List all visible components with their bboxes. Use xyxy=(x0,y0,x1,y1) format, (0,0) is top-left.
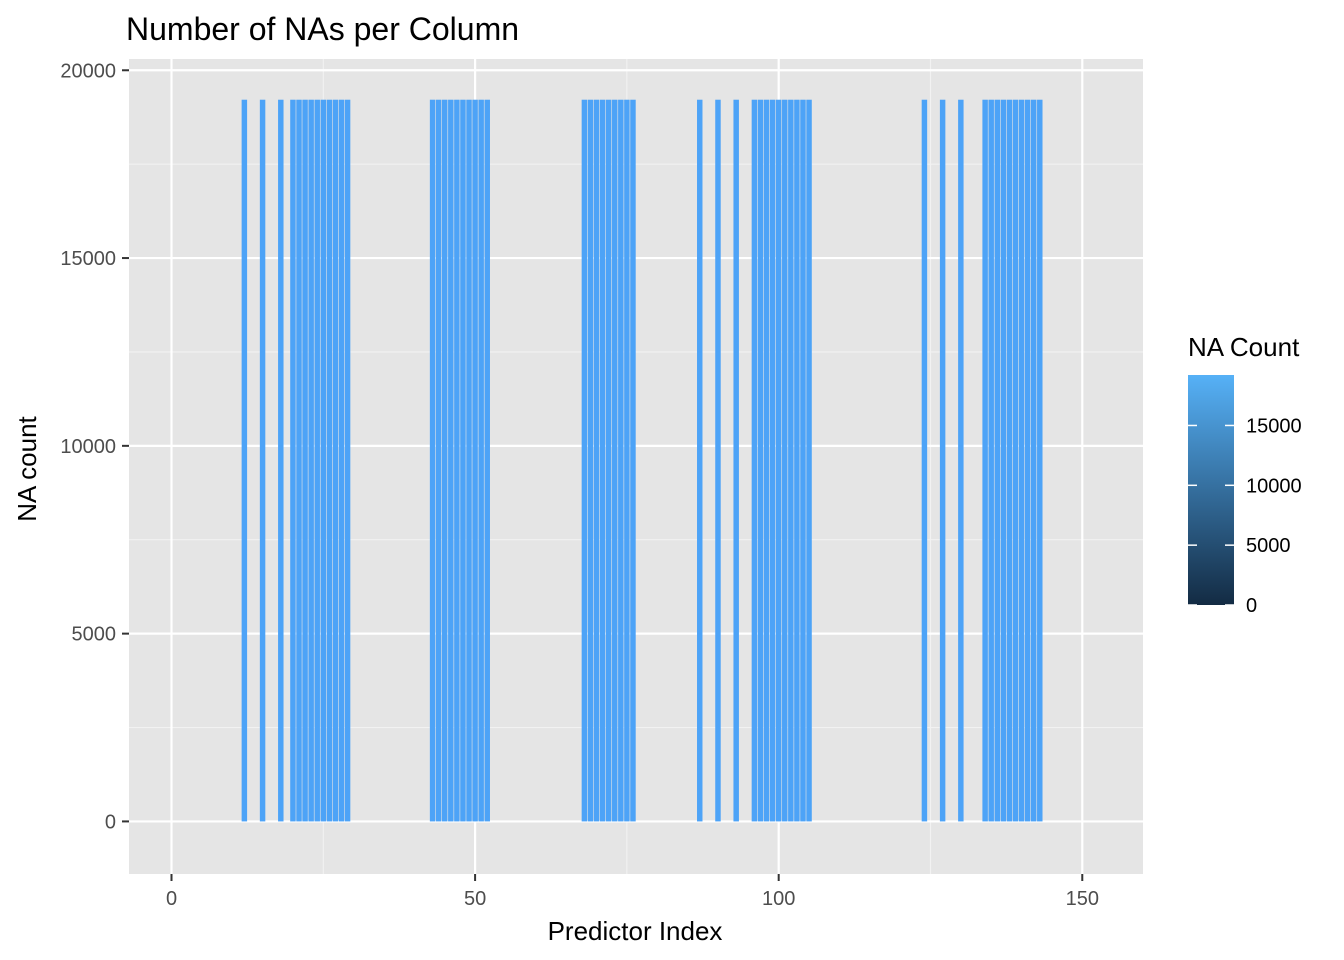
bar xyxy=(442,99,448,822)
bar xyxy=(296,99,302,822)
bar xyxy=(448,99,454,822)
legend-tick-label: 10000 xyxy=(1246,475,1302,497)
legend-tick-label: 15000 xyxy=(1246,415,1302,437)
legend-colorbar xyxy=(1188,375,1234,605)
bar xyxy=(782,99,788,822)
bar xyxy=(466,99,472,822)
bar xyxy=(697,99,703,822)
bar xyxy=(624,99,630,822)
color-legend: NA Count 0 5000 10000 15000 xyxy=(1188,332,1302,617)
bar xyxy=(314,99,320,822)
bar xyxy=(800,99,806,822)
y-tick-label: 10000 xyxy=(60,436,116,458)
bar xyxy=(1024,99,1031,822)
x-axis-label: Predictor Index xyxy=(548,916,723,946)
bar xyxy=(1037,99,1043,822)
bar xyxy=(806,99,812,822)
bar xyxy=(958,99,964,822)
legend-tick-label: 5000 xyxy=(1246,535,1291,557)
bar xyxy=(241,99,248,822)
x-axis: 0 50 100 150 xyxy=(166,874,1099,910)
bar xyxy=(788,99,794,822)
bar xyxy=(733,99,739,822)
bar xyxy=(320,99,327,822)
bar xyxy=(757,99,764,822)
y-axis: 0 5000 10000 15000 20000 xyxy=(60,60,129,833)
bar xyxy=(308,99,314,822)
bar xyxy=(775,99,782,822)
bar xyxy=(581,99,588,822)
bar xyxy=(939,99,946,822)
bar xyxy=(429,99,436,822)
bar xyxy=(472,99,478,822)
bar xyxy=(1012,99,1019,822)
bar xyxy=(435,99,442,822)
bar xyxy=(605,99,612,822)
bar xyxy=(1018,99,1025,822)
bar xyxy=(460,99,466,822)
bar xyxy=(618,99,624,822)
bar xyxy=(988,99,994,822)
y-tick-label: 15000 xyxy=(60,248,116,270)
bar xyxy=(454,99,460,822)
x-tick-label: 150 xyxy=(1066,888,1099,910)
bar xyxy=(326,99,333,822)
bar xyxy=(599,99,606,822)
bar xyxy=(715,99,721,822)
bar xyxy=(278,99,284,822)
legend-ticks: 0 5000 10000 15000 xyxy=(1188,415,1302,617)
bar xyxy=(484,99,490,822)
legend-tick-label: 0 xyxy=(1246,595,1257,617)
y-tick-label: 20000 xyxy=(60,60,116,82)
bar xyxy=(338,99,345,822)
chart-title: Number of NAs per Column xyxy=(126,11,519,47)
bar xyxy=(290,99,296,822)
bar xyxy=(302,99,308,822)
bars xyxy=(241,99,1043,822)
bar xyxy=(332,99,339,822)
y-tick-label: 0 xyxy=(105,811,116,833)
bar xyxy=(751,99,758,822)
bar xyxy=(982,99,988,822)
bar xyxy=(478,99,484,822)
legend-title: NA Count xyxy=(1188,332,1300,362)
bar xyxy=(259,99,266,822)
bar xyxy=(630,99,636,822)
bar xyxy=(1000,99,1007,822)
y-axis-label: NA count xyxy=(12,415,42,521)
x-tick-label: 100 xyxy=(762,888,795,910)
bar xyxy=(763,99,770,822)
bar xyxy=(921,99,928,822)
bar xyxy=(769,99,776,822)
y-tick-label: 5000 xyxy=(72,624,117,646)
bar xyxy=(593,99,600,822)
bar xyxy=(1030,99,1037,822)
bar xyxy=(612,99,618,822)
bar xyxy=(1006,99,1013,822)
bar xyxy=(587,99,594,822)
bar xyxy=(994,99,1001,822)
bar xyxy=(794,99,800,822)
x-tick-label: 0 xyxy=(166,888,177,910)
bar xyxy=(344,99,351,822)
x-tick-label: 50 xyxy=(464,888,486,910)
